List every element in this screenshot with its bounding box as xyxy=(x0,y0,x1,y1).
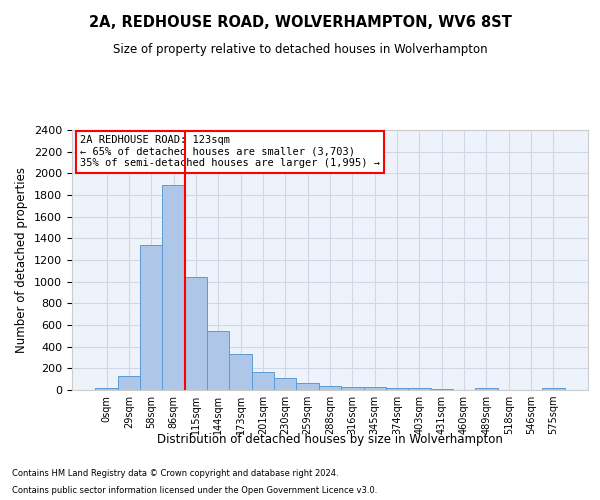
Text: 2A, REDHOUSE ROAD, WOLVERHAMPTON, WV6 8ST: 2A, REDHOUSE ROAD, WOLVERHAMPTON, WV6 8S… xyxy=(89,15,511,30)
Bar xyxy=(341,387,364,390)
Bar xyxy=(252,372,274,390)
Y-axis label: Number of detached properties: Number of detached properties xyxy=(16,167,28,353)
Bar xyxy=(207,331,229,390)
Bar xyxy=(386,388,408,390)
Bar xyxy=(542,388,565,390)
Bar xyxy=(274,378,296,390)
Bar xyxy=(229,354,252,390)
Bar xyxy=(95,388,118,390)
Text: Distribution of detached houses by size in Wolverhampton: Distribution of detached houses by size … xyxy=(157,432,503,446)
Bar xyxy=(319,386,341,390)
Bar xyxy=(140,245,163,390)
Bar xyxy=(118,376,140,390)
Bar xyxy=(364,388,386,390)
Bar xyxy=(408,388,431,390)
Text: Size of property relative to detached houses in Wolverhampton: Size of property relative to detached ho… xyxy=(113,42,487,56)
Bar xyxy=(163,185,185,390)
Text: 2A REDHOUSE ROAD: 123sqm
← 65% of detached houses are smaller (3,703)
35% of sem: 2A REDHOUSE ROAD: 123sqm ← 65% of detach… xyxy=(80,135,380,168)
Bar xyxy=(475,388,497,390)
Text: Contains HM Land Registry data © Crown copyright and database right 2024.: Contains HM Land Registry data © Crown c… xyxy=(12,468,338,477)
Bar xyxy=(296,383,319,390)
Bar xyxy=(185,277,207,390)
Text: Contains public sector information licensed under the Open Government Licence v3: Contains public sector information licen… xyxy=(12,486,377,495)
